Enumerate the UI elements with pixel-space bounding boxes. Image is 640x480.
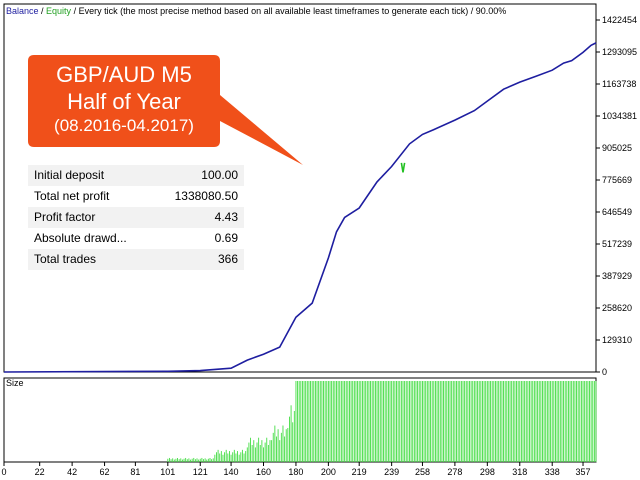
stats-table: Initial deposit 100.00 Total net profit 133…: [28, 165, 244, 270]
y-tick-label: 1293095: [602, 47, 637, 57]
series-line-balance: [3, 42, 597, 373]
stats-label: Total trades: [34, 252, 97, 266]
legend-sep: /: [38, 6, 47, 16]
stats-row: Total trades 366: [28, 249, 244, 270]
stats-value: 100.00: [201, 168, 238, 182]
x-tick-label: 42: [67, 467, 77, 477]
x-tick-label: 180: [288, 467, 303, 477]
x-axis: 0 22 42 62 81 101 121 140 160 180 200 219 239 258 278 2…: [1, 462, 591, 477]
y-tick-label: 387929: [602, 271, 632, 281]
stats-label: Profit factor: [34, 210, 96, 224]
chart-legend: Balance / Equity / Every tick (the most …: [6, 6, 506, 16]
x-tick-label: 140: [224, 467, 239, 477]
x-tick-label: 200: [321, 467, 336, 477]
x-tick-label: 357: [576, 467, 591, 477]
y-tick-label: 905025: [602, 143, 632, 153]
legend-sep2: /: [468, 6, 476, 16]
y-tick-label: 1422454: [602, 15, 637, 25]
y-tick-label: 1163738: [602, 79, 636, 89]
stats-row: Initial deposit 100.00: [28, 165, 244, 186]
x-tick-label: 101: [160, 467, 175, 477]
series-line-equity: [400, 162, 406, 173]
y-tick-label: 258620: [602, 303, 632, 313]
x-tick-label: 81: [130, 467, 140, 477]
y-tick-label: 0: [602, 367, 607, 377]
y-tick-label: 775669: [602, 175, 632, 185]
size-bars: [167, 381, 597, 462]
legend-equity: Equity: [46, 6, 72, 16]
stats-value: 0.69: [214, 231, 238, 245]
x-tick-label: 62: [100, 467, 110, 477]
stats-value: 4.43: [214, 210, 238, 224]
callout-shape: [28, 55, 303, 165]
y-tick-label: 646549: [602, 207, 632, 217]
x-tick-label: 0: [1, 467, 6, 477]
legend-quality: 90.00%: [475, 6, 507, 16]
y-tick-label: 1034381: [602, 111, 637, 121]
x-tick-label: 298: [480, 467, 495, 477]
main-plot-border: [3, 3, 597, 373]
stats-label: Total net profit: [34, 189, 110, 203]
x-tick-label: 338: [545, 467, 560, 477]
callout-text: GBP/AUD M5 Half of Year (08.2016-04.2017…: [28, 61, 220, 137]
stats-value: 1338080.50: [174, 189, 238, 203]
stats-label: Initial deposit: [34, 168, 105, 182]
x-tick-label: 160: [256, 467, 271, 477]
callout-subtitle: Half of Year: [67, 89, 181, 114]
y-tick-label: 517239: [602, 239, 632, 249]
legend-method: / Every tick (the most precise method ba…: [71, 6, 469, 16]
x-tick-label: 278: [447, 467, 462, 477]
size-label: Size: [6, 378, 24, 388]
stats-row: Absolute drawd... 0.69: [28, 228, 244, 249]
legend-balance: Balance: [6, 6, 39, 16]
series-layer: [3, 42, 597, 373]
x-tick-label: 239: [384, 467, 399, 477]
y-axis: 1422454 1293095 1163738 1034381 905025 775669…: [596, 15, 637, 377]
stats-row: Profit factor 4.43: [28, 207, 244, 228]
y-tick-label: 129310: [602, 335, 632, 345]
x-tick-label: 22: [35, 467, 45, 477]
callout-period: (08.2016-04.2017): [54, 116, 194, 135]
stats-row: Total net profit 1338080.50: [28, 186, 244, 207]
callout-title: GBP/AUD M5: [56, 62, 192, 87]
x-tick-label: 219: [352, 467, 367, 477]
x-tick-label: 258: [415, 467, 430, 477]
stats-label: Absolute drawd...: [34, 231, 127, 245]
callout-box: GBP/AUD M5 Half of Year (08.2016-04.2017…: [28, 55, 303, 165]
stats-value: 366: [217, 252, 238, 266]
x-tick-label: 318: [512, 467, 527, 477]
x-tick-label: 121: [193, 467, 208, 477]
